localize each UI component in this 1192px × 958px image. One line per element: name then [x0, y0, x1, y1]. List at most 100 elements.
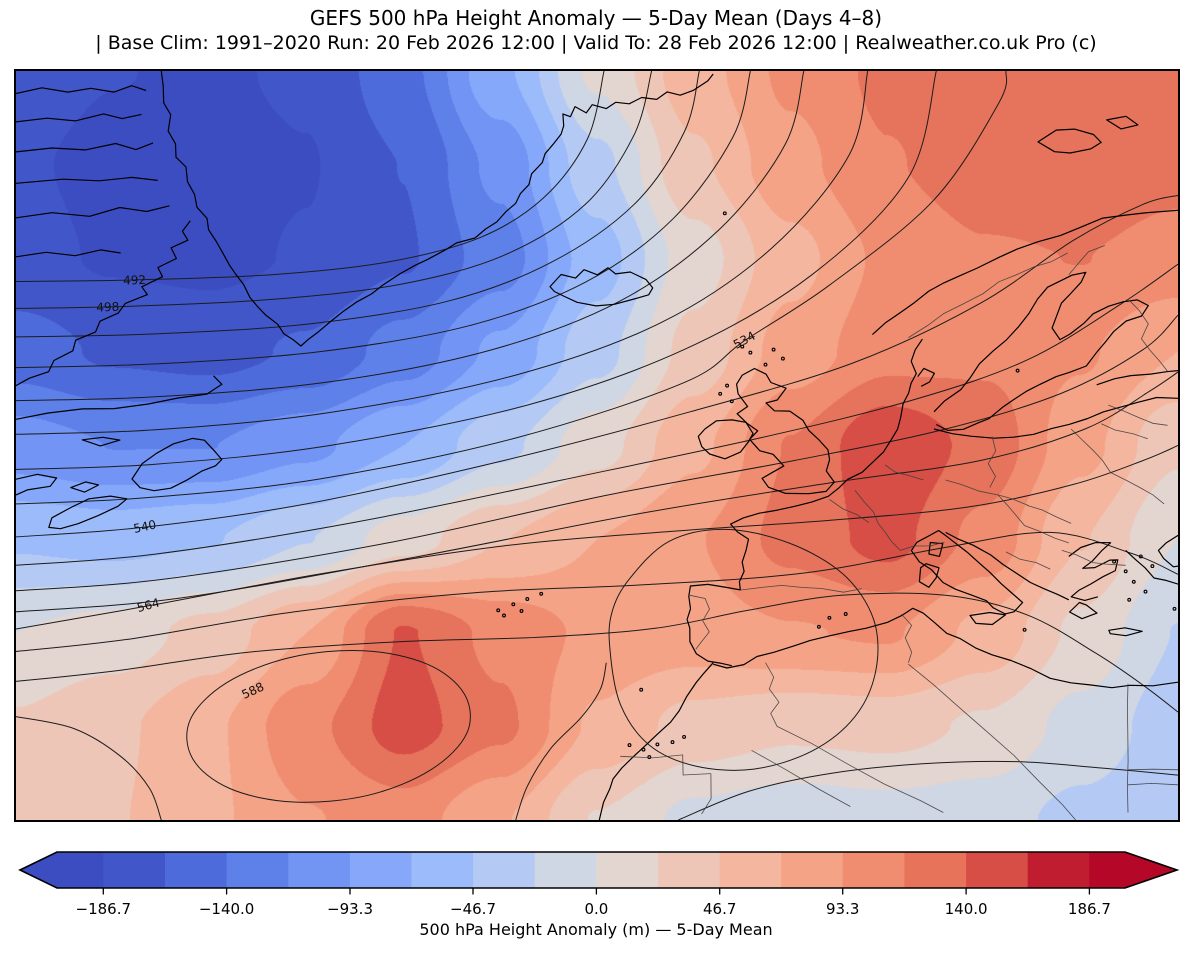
- coastline-svalbard-main: [1037, 128, 1102, 154]
- colorbar-label: 500 hPa Height Anomaly (m) — 5-Day Mean: [419, 920, 773, 939]
- border-algeria-mali: [776, 726, 944, 813]
- coastline-sardinia: [918, 563, 940, 588]
- border-western-sahara-1: [620, 754, 711, 776]
- contour-line-534: [16, 71, 1008, 505]
- border-serbia-bulgaria: [1026, 505, 1072, 524]
- colorbar-band: [781, 852, 844, 888]
- contour-line-522: [16, 71, 869, 435]
- contour-line-516: [16, 71, 805, 402]
- coastline-adriatic-east-coast: [945, 531, 1070, 601]
- island-dot: [740, 344, 745, 349]
- border-spain-france: [739, 584, 862, 593]
- island-dot: [682, 734, 687, 739]
- contour-line-546: [16, 263, 1178, 566]
- border-balkans-1: [997, 494, 1025, 526]
- colorbar-band: [596, 852, 659, 888]
- colorbar-band: [904, 852, 967, 888]
- coastline-nova-scotia: [48, 495, 128, 530]
- colorbar: −186.7 −140.0 −93.3 −46.7 0.0 46.7 93.3 140.0 18…: [18, 851, 1180, 918]
- colorbar-tick-label: 46.7: [703, 900, 736, 918]
- colorbar-band: [966, 852, 1029, 888]
- contour-line-570: [16, 531, 1178, 652]
- colorbar-tick-label: 186.7: [1068, 900, 1111, 918]
- colorbar-tick-label: −46.7: [450, 900, 496, 918]
- colorbar-band: [534, 852, 597, 888]
- colorbar-tick-label: 0.0: [584, 900, 608, 918]
- colorbar-tick-label: −93.3: [327, 900, 373, 918]
- island-dot: [1127, 597, 1132, 602]
- border-algeria-tunisia: [901, 613, 913, 663]
- contour-line-552: [16, 314, 1178, 592]
- border-poland-east: [1070, 428, 1111, 473]
- colorbar-band: [103, 852, 166, 888]
- contour-line-582: [678, 760, 1178, 820]
- island-dot: [780, 356, 785, 361]
- colorbar-band: [57, 852, 104, 888]
- contour-line-588: [186, 649, 471, 803]
- island-dot: [1138, 554, 1143, 559]
- border-baltic-states-1: [1108, 404, 1168, 426]
- coastline-great-britain: [736, 367, 835, 495]
- coastline-labrador-coast: [16, 220, 191, 387]
- island-dot: [641, 747, 646, 752]
- island-dot: [816, 624, 821, 629]
- coastline-europe-west-coast: [686, 338, 923, 667]
- coastline-italy: [910, 529, 1024, 615]
- coastline-scandinavia-baltic: [933, 271, 1149, 431]
- coastline-norway-coast: [871, 209, 1178, 336]
- coastline-crete: [1108, 627, 1143, 637]
- contour-line-576: [16, 592, 1178, 713]
- colorbar-band: [473, 852, 536, 888]
- border-balkans-2: [1024, 525, 1069, 544]
- island-dot: [748, 350, 753, 355]
- colorbar-left-arrow: [20, 852, 57, 888]
- coastline-baffin-south: [16, 205, 170, 219]
- contour-line-564: [16, 445, 1178, 630]
- map-frame: 492 498 534 540 564 588: [14, 69, 1180, 822]
- island-dot: [843, 612, 848, 616]
- chart-title: GEFS 500 hPa Height Anomaly — 5-Day Mean…: [309, 6, 883, 30]
- coastline-pei: [70, 481, 100, 493]
- coastline-ungava: [16, 249, 121, 258]
- border-balkans-3: [1005, 551, 1051, 570]
- colorbar-band: [411, 852, 474, 888]
- coastline-greece: [1068, 542, 1119, 601]
- coastline-svalbard-ne: [1106, 115, 1139, 130]
- island-dot: [511, 602, 516, 607]
- colorbar-band: [1089, 852, 1126, 888]
- border-baltic-states-2: [1101, 423, 1148, 440]
- island-dot: [670, 740, 675, 745]
- contour-line-588: [608, 528, 879, 771]
- coastline-south-baltic-coast: [933, 396, 1178, 439]
- chart-subtitle: | Base Clim: 1991–2020 Run: 20 Feb 2026 …: [95, 32, 1097, 54]
- coastline-sicily: [969, 611, 1006, 626]
- border-western-sahara-2: [701, 773, 712, 815]
- coastline-st-lawrence-north-shore: [16, 375, 223, 420]
- border-finland-russia: [1128, 299, 1168, 372]
- border-algeria-libya: [908, 663, 1077, 820]
- contour-line-540: [16, 194, 1178, 538]
- border-czech-austria: [945, 479, 998, 496]
- island-dot: [1015, 368, 1020, 373]
- coastline-canada-arctic-1: [16, 85, 147, 95]
- contour-line-510: [16, 71, 751, 369]
- coastline-gulf-of-finland-coast: [1096, 370, 1178, 386]
- colorbar-band: [349, 852, 413, 888]
- contour-label: 492: [123, 273, 146, 288]
- border-germany-poland: [987, 436, 997, 488]
- contour-line-492: [16, 71, 605, 282]
- colorbar-tick-label: 93.3: [826, 900, 859, 918]
- coastline-africa-med-coast: [713, 607, 1178, 689]
- island-dot: [827, 615, 832, 620]
- colorbar-band: [719, 852, 782, 888]
- island-dot: [1112, 559, 1117, 564]
- coastline-new-brunswick: [16, 473, 58, 496]
- border-germany-benelux: [884, 464, 924, 481]
- border-sweden-finland: [1068, 245, 1105, 275]
- island-dot: [725, 383, 730, 388]
- island-dot: [1131, 579, 1136, 584]
- contour-line-504: [16, 71, 700, 338]
- contour-line-498: [16, 71, 653, 309]
- coastline-ireland: [697, 419, 754, 460]
- colorbar-band: [165, 852, 228, 888]
